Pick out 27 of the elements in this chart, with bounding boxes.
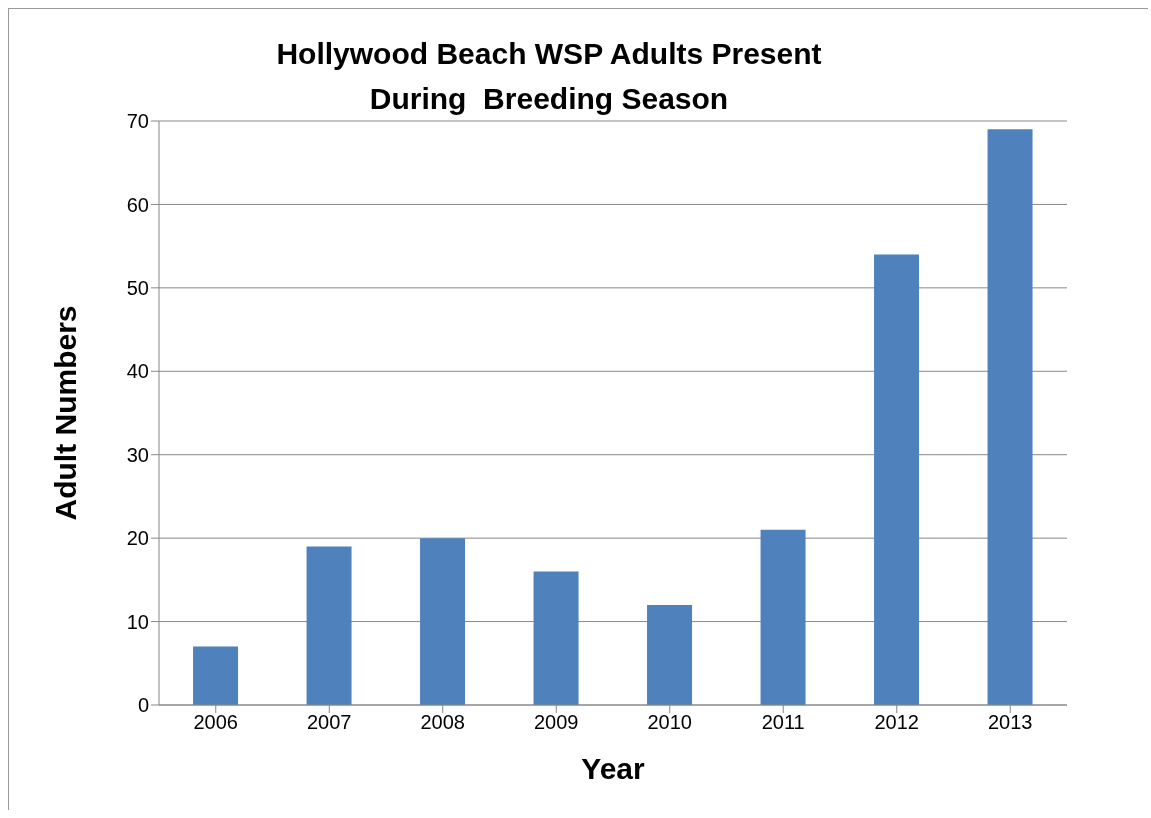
y-axis-title: Adult Numbers: [48, 305, 82, 521]
bar: [193, 646, 239, 705]
chart-title: Hollywood Beach WSP Adults Present During Breeding Season: [275, 36, 823, 117]
bar: [533, 571, 579, 705]
bar: [306, 546, 352, 705]
bar: [987, 129, 1033, 705]
y-tick-label: 50: [126, 276, 149, 299]
x-tick-label: 2009: [534, 711, 579, 734]
x-axis-title: Year: [581, 752, 646, 785]
bar: [647, 604, 693, 705]
y-tick-label: 20: [126, 527, 149, 550]
x-tick-label: 2010: [647, 711, 692, 734]
x-tick-label: 2011: [761, 711, 805, 734]
y-tick-label: 70: [126, 110, 149, 133]
x-tick-label: 2006: [193, 711, 238, 734]
bar: [760, 529, 806, 705]
x-tick-label: 2012: [874, 711, 919, 734]
y-tick-label: 30: [126, 443, 149, 466]
y-tick-label: 40: [126, 360, 149, 383]
y-tick-label: 0: [137, 694, 149, 717]
x-tick-label: 2007: [307, 711, 352, 734]
x-tick-label: 2008: [420, 711, 465, 734]
y-tick-label: 60: [126, 193, 149, 216]
x-tick-label: 2013: [988, 711, 1033, 734]
bar: [420, 538, 466, 705]
bar: [874, 254, 920, 705]
y-tick-label: 10: [126, 610, 149, 633]
